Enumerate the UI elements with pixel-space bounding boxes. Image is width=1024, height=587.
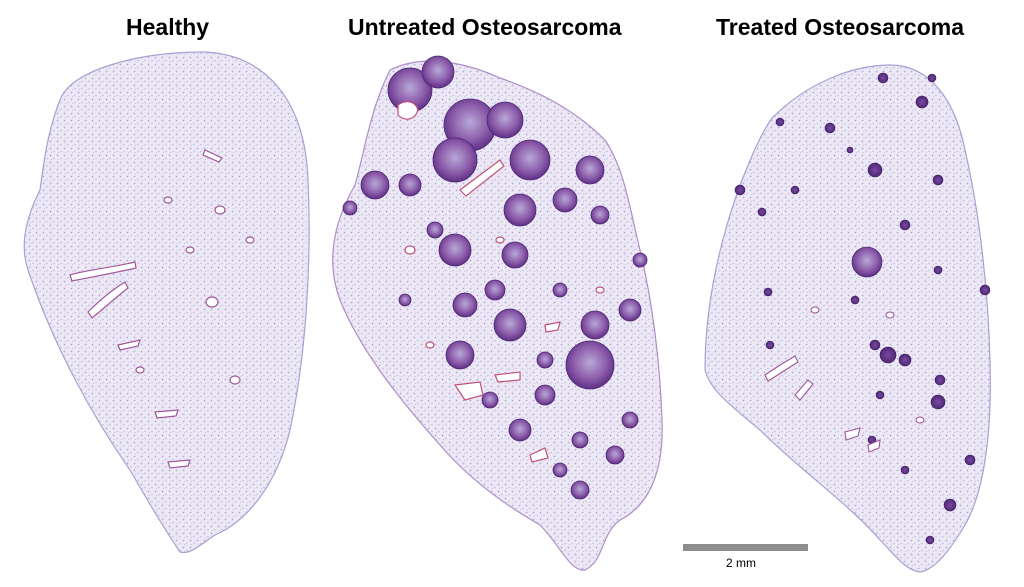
treated-tumor-nodules <box>734 72 991 545</box>
treated-tissue <box>704 64 991 573</box>
untreated-airways <box>397 101 605 463</box>
panel-title-untreated: Untreated Osteosarcoma <box>348 14 622 40</box>
treated-airways <box>764 306 925 453</box>
healthy-airways <box>69 149 255 469</box>
untreated-tumor-nodules <box>342 55 648 500</box>
treated-lung-section <box>704 64 991 573</box>
scale-bar <box>683 544 808 551</box>
panel-title-treated: Treated Osteosarcoma <box>716 14 965 40</box>
healthy-lung-section <box>23 51 310 554</box>
panel-title-healthy: Healthy <box>126 14 210 40</box>
untreated-lung-section <box>332 55 663 571</box>
healthy-tissue <box>23 51 310 554</box>
scale-bar-label: 2 mm <box>726 556 756 570</box>
